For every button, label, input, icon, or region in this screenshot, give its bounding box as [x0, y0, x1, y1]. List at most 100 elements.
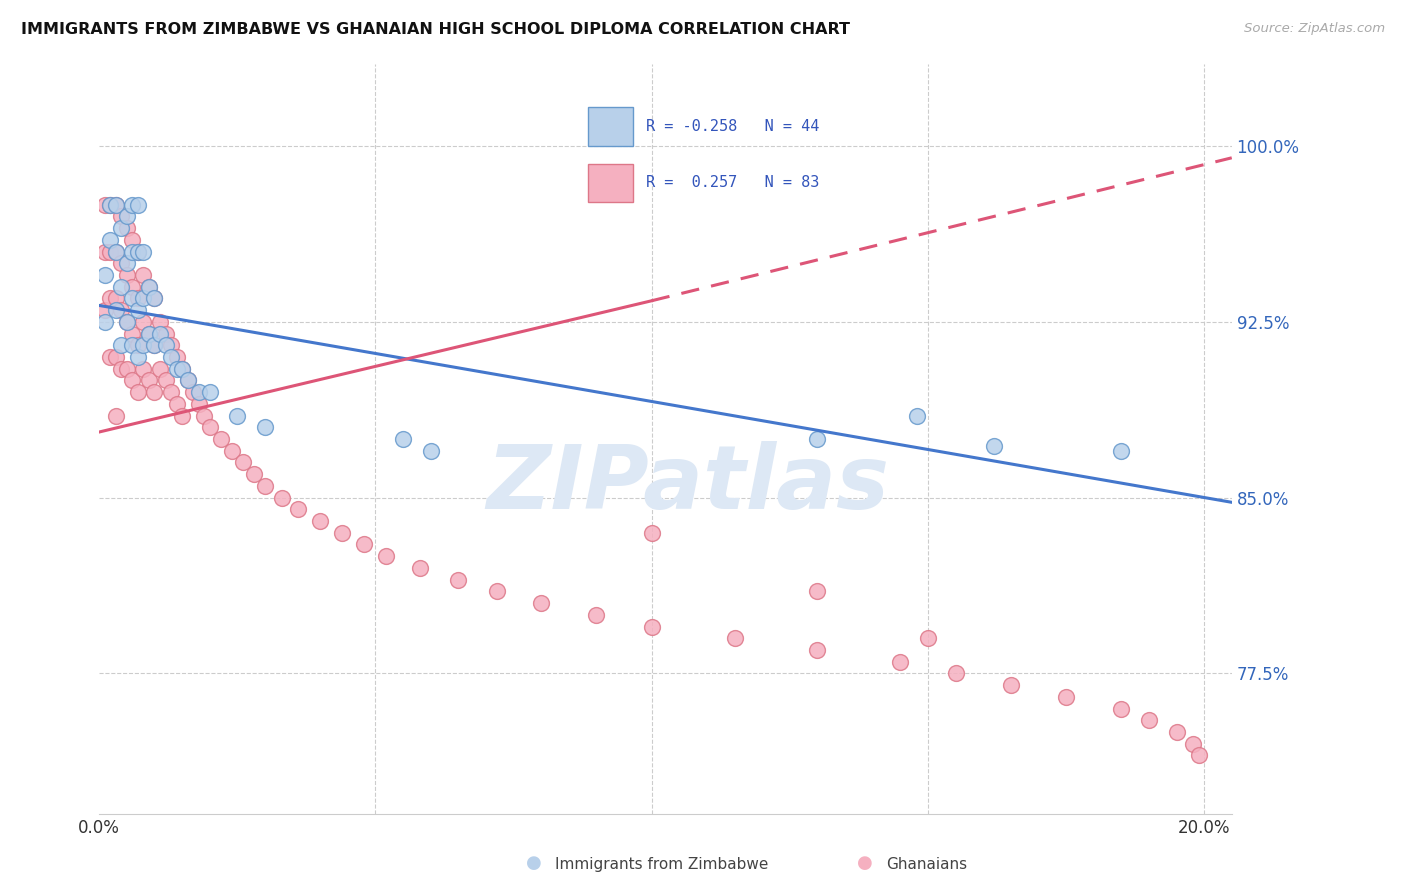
Point [806, 643, 828, 657]
Point [187, 385, 209, 400]
Point [983, 439, 1005, 453]
Text: ●: ● [856, 855, 873, 872]
Point [121, 374, 143, 388]
Point [98, 244, 121, 259]
Point [176, 374, 198, 388]
Point [104, 409, 127, 423]
Point [143, 292, 166, 306]
Point [530, 596, 553, 610]
Point [110, 221, 132, 235]
Point [155, 338, 177, 352]
Point [209, 432, 232, 446]
Point [392, 432, 415, 446]
Point [98, 233, 121, 247]
Point [1109, 701, 1132, 715]
Point [917, 632, 939, 646]
Point [585, 607, 607, 622]
Point [160, 338, 183, 352]
Point [198, 385, 221, 400]
Point [198, 420, 221, 434]
Point [104, 197, 127, 211]
Point [110, 338, 132, 352]
Point [309, 514, 332, 528]
Point [93, 268, 115, 282]
Point [1166, 725, 1188, 739]
Point [287, 502, 309, 516]
Point [232, 455, 254, 469]
Point [138, 326, 160, 341]
Point [138, 374, 160, 388]
Point [104, 197, 127, 211]
Point [104, 292, 127, 306]
Point [155, 374, 177, 388]
Point [166, 397, 188, 411]
Point [408, 561, 430, 575]
Point [121, 197, 143, 211]
Point [447, 573, 470, 587]
Point [640, 619, 662, 633]
Text: ●: ● [526, 855, 543, 872]
Point [270, 491, 292, 505]
Point [121, 233, 143, 247]
Point [193, 409, 215, 423]
Point [905, 409, 928, 423]
Point [93, 244, 115, 259]
Point [127, 350, 149, 364]
Point [127, 244, 149, 259]
Point [187, 397, 209, 411]
Text: Source: ZipAtlas.com: Source: ZipAtlas.com [1244, 22, 1385, 36]
Point [166, 361, 188, 376]
Point [253, 479, 276, 493]
Point [143, 385, 166, 400]
Point [1182, 737, 1205, 751]
Point [149, 326, 172, 341]
Point [104, 244, 127, 259]
Text: Immigrants from Zimbabwe: Immigrants from Zimbabwe [555, 857, 769, 872]
Point [110, 210, 132, 224]
Point [121, 338, 143, 352]
Point [181, 385, 204, 400]
Point [143, 292, 166, 306]
Point [132, 292, 155, 306]
Point [1109, 443, 1132, 458]
Point [1137, 713, 1160, 727]
Point [143, 338, 166, 352]
Point [93, 315, 115, 329]
Point [723, 632, 745, 646]
Point [155, 326, 177, 341]
Point [143, 338, 166, 352]
Point [243, 467, 266, 482]
Point [138, 279, 160, 293]
Point [127, 338, 149, 352]
Point [132, 338, 155, 352]
Point [110, 279, 132, 293]
Point [115, 268, 138, 282]
Point [121, 279, 143, 293]
Point [806, 432, 828, 446]
Point [104, 244, 127, 259]
Point [115, 210, 138, 224]
Point [93, 303, 115, 318]
Point [121, 292, 143, 306]
Point [110, 256, 132, 270]
Point [115, 361, 138, 376]
Point [806, 584, 828, 599]
Point [170, 361, 193, 376]
Point [419, 443, 441, 458]
Point [132, 268, 155, 282]
Point [93, 197, 115, 211]
Point [115, 315, 138, 329]
Point [166, 350, 188, 364]
Text: Ghanaians: Ghanaians [886, 857, 967, 872]
Point [110, 303, 132, 318]
Point [115, 221, 138, 235]
Point [1000, 678, 1022, 692]
Point [115, 256, 138, 270]
Point [98, 292, 121, 306]
Point [132, 244, 155, 259]
Point [115, 315, 138, 329]
Point [104, 350, 127, 364]
Point [121, 244, 143, 259]
Point [375, 549, 398, 564]
Point [330, 525, 353, 540]
